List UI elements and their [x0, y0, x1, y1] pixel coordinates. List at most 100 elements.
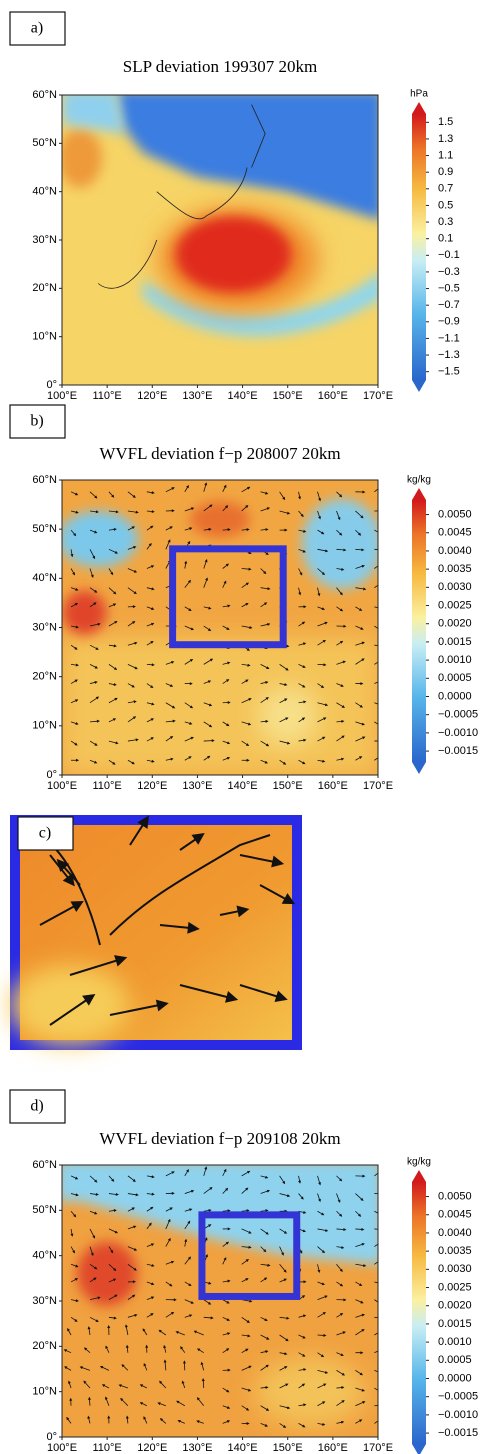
colorbar-tick-label: 0.0015 — [438, 1318, 472, 1330]
arrow-head — [379, 1371, 382, 1374]
lon-tick-label: 140°E — [228, 780, 258, 792]
lat-tick-label: 10°N — [32, 1386, 57, 1398]
lon-tick-label: 150°E — [273, 780, 303, 792]
lon-tick-label: 160°E — [318, 780, 348, 792]
field-region — [62, 637, 378, 775]
colorbar-tick-label: 0.0005 — [438, 1354, 472, 1366]
field-blob — [10, 965, 130, 1045]
field-blob — [190, 501, 250, 537]
colorbar-unit: kg/kg — [407, 1157, 431, 1168]
colorbar-tick-label: 0.3 — [438, 216, 453, 228]
colorbar-tick-label: −0.0010 — [438, 727, 478, 739]
arrow-head — [379, 703, 382, 706]
arrow-head — [379, 548, 382, 551]
vector-arrow — [374, 549, 380, 550]
colorbar-tick-label: 0.0010 — [438, 1336, 472, 1348]
panel: c) — [10, 815, 302, 1050]
lon-tick-label: 140°E — [228, 390, 258, 402]
colorbar-tick-label: 0.0040 — [438, 545, 472, 557]
arrow-head — [378, 680, 381, 683]
arrow-head — [379, 1404, 382, 1407]
colorbar-tick-label: 0.0015 — [438, 636, 472, 648]
arrow-head — [379, 1282, 382, 1285]
panel-title: WVFL deviation f−p 208007 20km — [99, 444, 340, 463]
field-blob — [258, 686, 318, 746]
lat-tick-label: 20°N — [32, 671, 57, 683]
field-blob — [63, 591, 107, 635]
lon-tick-label: 110°E — [93, 780, 122, 792]
colorbar-tick-label: 1.5 — [438, 116, 453, 128]
field-blob — [302, 499, 382, 589]
colorbar-tick-label: 0.0035 — [438, 563, 472, 575]
panel-title: SLP deviation 199307 20km — [123, 57, 317, 76]
panel-label: b) — [30, 413, 43, 430]
colorbar-tick-label: 0.0020 — [438, 618, 472, 630]
vector-arrow — [203, 1380, 204, 1388]
lon-tick-label: 150°E — [273, 1442, 303, 1454]
page: {"panels": [ {"label": "a)", "title": "S… — [0, 0, 485, 1454]
lat-tick-label: 20°N — [32, 282, 57, 294]
colorbar-tick-label: −0.5 — [438, 282, 460, 294]
arrow-head — [378, 1212, 381, 1215]
colorbar-tick-label: −0.9 — [438, 316, 460, 328]
lat-tick-label: 10°N — [32, 720, 57, 732]
vector-arrow — [374, 645, 380, 646]
lon-tick-label: 120°E — [137, 1442, 167, 1454]
colorbar-tick-label: −0.1 — [438, 249, 460, 261]
vector-arrow — [355, 549, 362, 550]
lat-tick-label: 40°N — [32, 1250, 57, 1262]
vector-arrow — [374, 1229, 380, 1230]
colorbar-tick-label: −1.1 — [438, 332, 460, 344]
colorbar-tick-label: −1.5 — [438, 366, 460, 378]
colorbar-tick-label: −0.7 — [438, 299, 460, 311]
arrow-head — [379, 1316, 382, 1319]
colorbar — [412, 114, 426, 380]
arrow-head — [378, 1349, 381, 1352]
colorbar — [412, 1182, 426, 1444]
lon-tick-label: 170°E — [363, 1442, 393, 1454]
colorbar-tick-label: 0.0005 — [438, 672, 472, 684]
lat-tick-label: 50°N — [32, 137, 57, 149]
field-blob — [58, 511, 138, 567]
panel-label: d) — [30, 1098, 43, 1115]
lat-tick-label: 20°N — [32, 1340, 57, 1352]
colorbar-tick-label: 0.0025 — [438, 1281, 472, 1293]
colorbar-end — [412, 102, 426, 114]
colorbar-end — [412, 1170, 426, 1182]
colorbar-tick-label: 0.0040 — [438, 1227, 472, 1239]
colorbar-unit: hPa — [410, 89, 428, 100]
arrow-head — [378, 531, 381, 534]
colorbar-end — [412, 488, 426, 500]
colorbar-tick-label: 0.0000 — [438, 1372, 472, 1384]
arrow-head — [379, 607, 382, 610]
panel-label: c) — [39, 825, 51, 842]
colorbar-tick-label: −0.0005 — [438, 709, 478, 721]
colorbar-tick-label: −0.0015 — [438, 745, 478, 757]
lon-tick-label: 120°E — [137, 780, 167, 792]
lat-tick-label: 30°N — [32, 621, 57, 633]
lat-tick-label: 50°N — [32, 523, 57, 535]
lon-tick-label: 130°E — [182, 1442, 212, 1454]
colorbar-tick-label: 0.0035 — [438, 1245, 472, 1257]
colorbar-tick-label: 0.0025 — [438, 599, 472, 611]
arrow-head — [379, 644, 382, 647]
colorbar-tick-label: 1.3 — [438, 133, 453, 145]
colorbar-tick-label: 0.0000 — [438, 690, 472, 702]
colorbar-tick-label: −0.0010 — [438, 1409, 478, 1421]
colorbar-tick-label: 0.0010 — [438, 654, 472, 666]
colorbar-tick-label: −0.0015 — [438, 1427, 478, 1439]
lat-tick-label: 10°N — [32, 331, 57, 343]
colorbar-tick-label: 0.7 — [438, 183, 453, 195]
lat-tick-label: 60°N — [32, 1159, 57, 1171]
lon-tick-label: 160°E — [318, 1442, 348, 1454]
arrow-head — [379, 1192, 382, 1195]
map — [58, 480, 382, 775]
lat-tick-label: 30°N — [32, 234, 57, 246]
colorbar-tick-label: 0.0050 — [438, 1190, 472, 1202]
colorbar-unit: kg/kg — [407, 475, 431, 486]
arrow-head — [379, 509, 382, 512]
colorbar-end — [412, 380, 426, 392]
panel: WVFL deviation f−p 208007 20km60°N50°N40… — [10, 405, 478, 792]
lon-tick-label: 100°E — [47, 390, 77, 402]
colorbar-tick-label: 0.0030 — [438, 581, 472, 593]
